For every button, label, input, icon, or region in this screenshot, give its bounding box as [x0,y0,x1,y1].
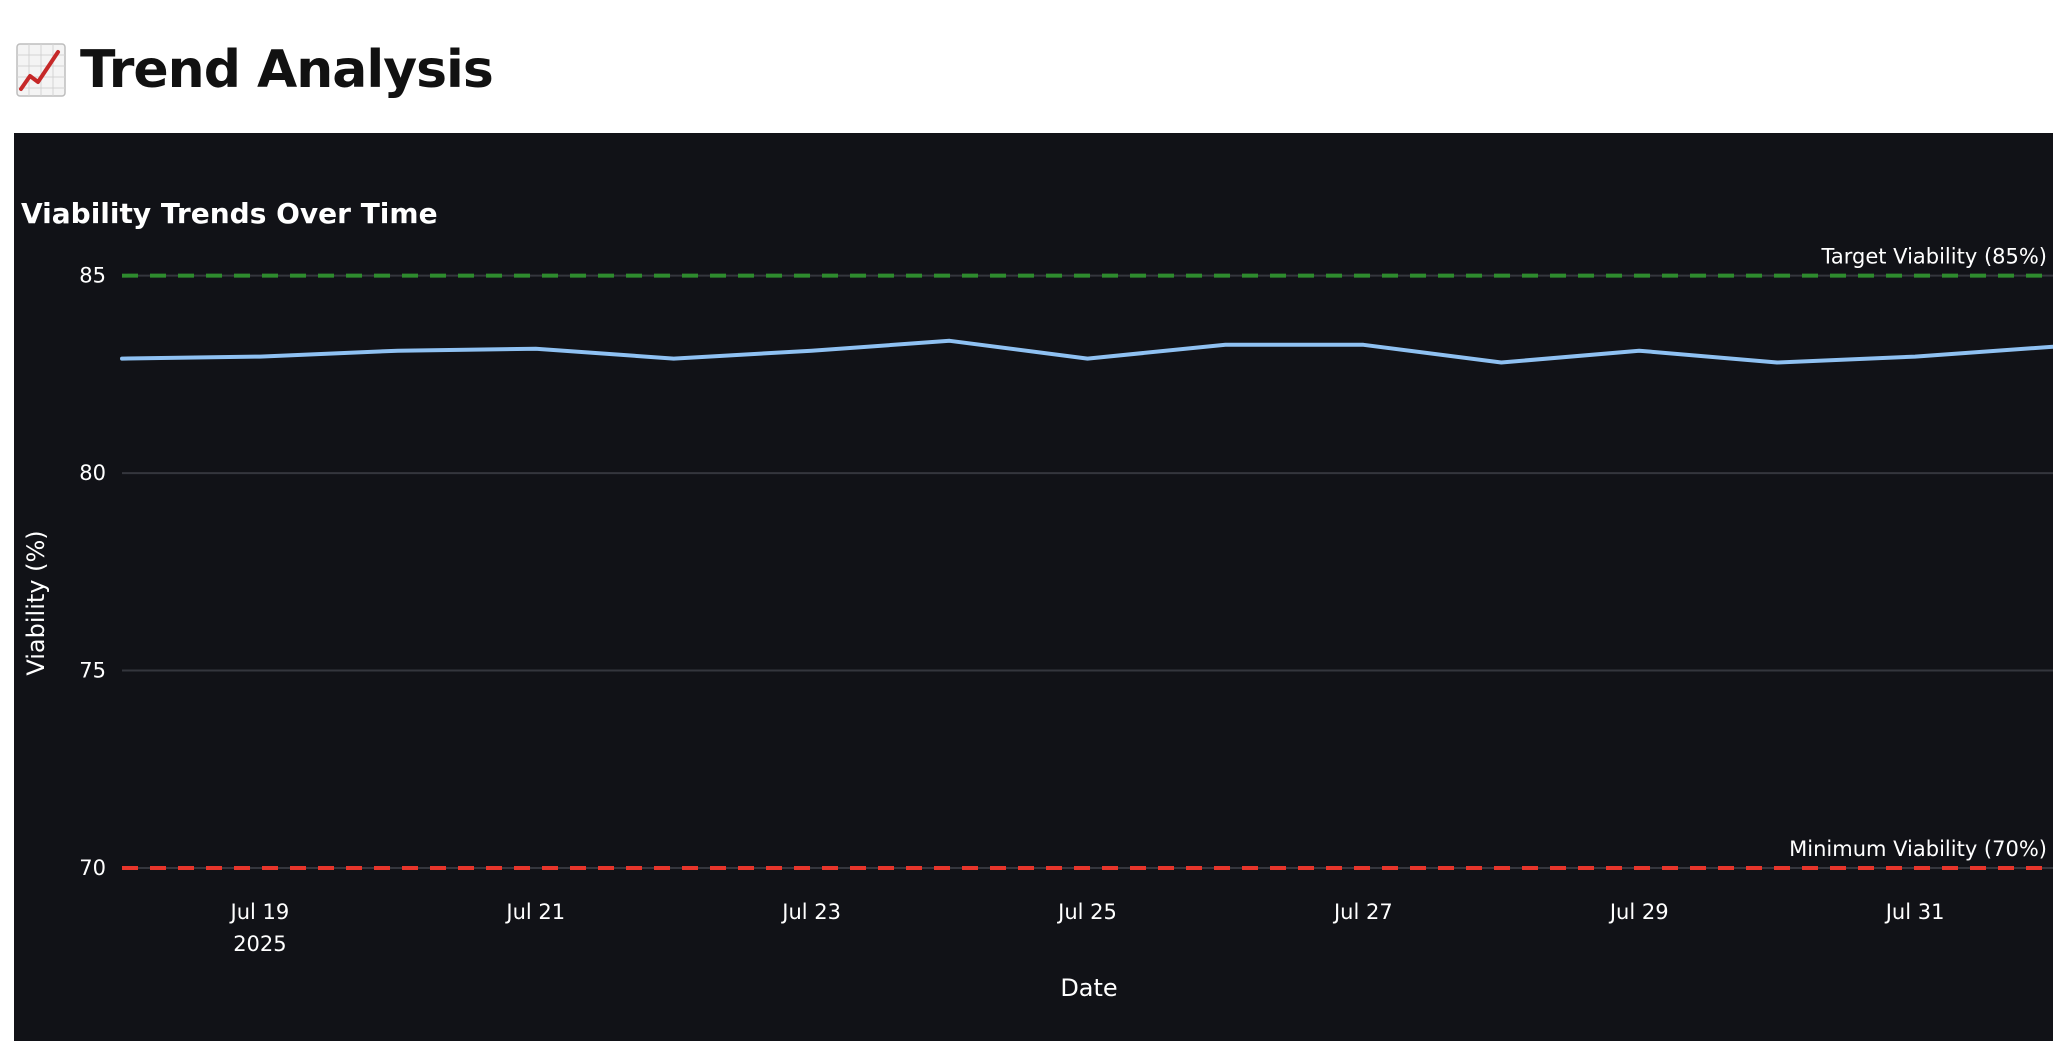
data-point[interactable] [391,344,405,358]
data-point[interactable] [1908,350,1922,364]
reference-lines: Target Viability (85%) Minimum Viability … [122,245,2053,870]
y-axis-title: Viability (%) [22,530,50,675]
y-axis-ticks: 70 75 80 85 [79,264,106,880]
x-tick-label: Jul 25 [1056,900,1117,924]
chart-increasing-icon [16,43,66,97]
data-point[interactable] [2046,340,2053,354]
data-point[interactable] [1218,338,1232,352]
page-title: Trend Analysis [80,40,494,100]
data-point[interactable] [667,352,681,366]
page-header: Trend Analysis [16,30,494,110]
data-point[interactable] [1494,356,1508,370]
x-tick-label: Jul 21 [504,900,565,924]
x-axis-ticks: Jul 19 2025 Jul 21 Jul 23 Jul 25 Jul 27 Jul 29… [229,900,1945,956]
reference-line-label: Minimum Viability (70%) [1789,837,2047,861]
data-point[interactable] [253,350,267,364]
y-tick-label: 85 [79,264,106,288]
x-axis-title: Date [1060,974,1117,1002]
series-layer[interactable] [115,334,2053,370]
chart-panel: Viability Trends Over Time Target Viabil… [14,133,2053,1041]
data-point[interactable] [1770,356,1784,370]
data-point[interactable] [115,352,129,366]
data-point[interactable] [1081,352,1095,366]
viability-series-line[interactable] [120,338,2053,365]
data-point[interactable] [943,334,957,348]
y-tick-label: 80 [79,461,106,485]
reference-line-label: Target Viability (85%) [1821,245,2047,269]
data-point[interactable] [1356,338,1370,352]
viability-trend-chart[interactable]: Viability Trends Over Time Target Viabil… [14,133,2053,1041]
x-tick-sublabel: 2025 [233,932,286,956]
x-tick-label: Jul 27 [1332,900,1393,924]
x-tick-label: Jul 29 [1608,900,1669,924]
x-tick-label: Jul 23 [780,900,841,924]
x-tick-label: Jul 31 [1884,900,1945,924]
data-point[interactable] [805,344,819,358]
y-tick-label: 70 [79,856,106,880]
x-tick-label: Jul 19 [229,900,290,924]
y-tick-label: 75 [79,659,106,683]
data-point[interactable] [529,342,543,356]
chart-title: Viability Trends Over Time [21,197,438,230]
data-point[interactable] [1632,344,1646,358]
